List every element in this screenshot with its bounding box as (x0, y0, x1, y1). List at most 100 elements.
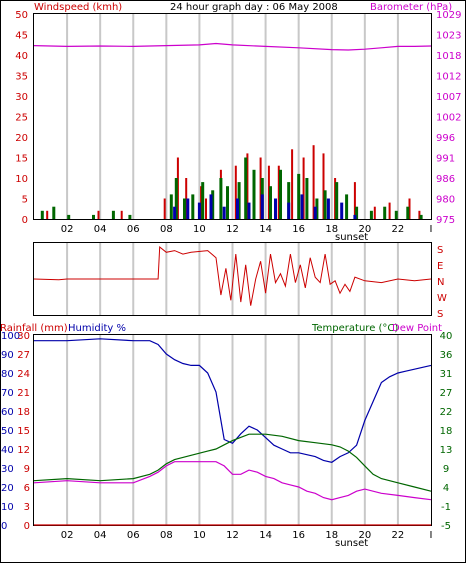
wind-bar-average (244, 157, 248, 219)
wind-bar-average (369, 210, 373, 219)
humidity-tick-label: 50 (1, 426, 14, 437)
windspeed-tick-label: 0 (22, 215, 28, 226)
x-tick-label: 12 (226, 530, 239, 541)
windspeed-tick-label: 35 (15, 72, 28, 83)
wind-bar-average (219, 178, 223, 219)
barometer-tick-label: 975 (436, 215, 455, 226)
wind-bar-wind (236, 198, 239, 219)
dew-point-line (33, 461, 432, 501)
windspeed-tick-label: 20 (15, 133, 28, 144)
humidity-tick-label: 40 (1, 445, 14, 456)
wind-bar-gust (200, 186, 203, 219)
x-tick-label: 10 (193, 224, 206, 235)
barometer-tick-label: 1029 (436, 10, 461, 21)
wind-bar-average (40, 210, 44, 219)
wind-bar-average (191, 194, 195, 219)
sunset-label: sunset (335, 232, 368, 243)
temperature-tick-label: 4 (443, 483, 449, 494)
wind-bar-average (315, 198, 319, 219)
windspeed-tick-label: 40 (15, 51, 28, 62)
wind-bar-average (211, 190, 215, 219)
wind-bar-gust (185, 178, 188, 219)
wind-bar-gust (277, 165, 280, 219)
wind-bar-average (183, 198, 186, 219)
wind-bar-average (297, 173, 301, 219)
temperature-tick-label: -1 (441, 502, 451, 513)
direction-tick-label: W (437, 293, 447, 304)
wind-bar-average (406, 206, 410, 219)
barometer-tick-label: 980 (436, 195, 455, 206)
wind-bar-wind (186, 198, 190, 219)
wind-bar-average (323, 190, 327, 219)
wind-bar-gust (373, 206, 376, 219)
direction-tick-label: E (437, 261, 443, 272)
wind-bar-wind (209, 194, 213, 219)
humidity-tick-label: 60 (1, 407, 14, 418)
rainfall-tick-label: 15 (17, 426, 30, 437)
wind-bar-wind (274, 198, 277, 219)
wind-bar-gust (246, 153, 249, 219)
barometer-tick-label: 1018 (436, 51, 461, 62)
wind-bar-average (52, 206, 56, 219)
x-tick-label: 08 (160, 530, 173, 541)
wind-bar-wind (353, 214, 357, 219)
windspeed-axis-title: Windspeed (kmh) (34, 2, 122, 13)
wind-bar-average (237, 182, 241, 219)
wind-bar-average (201, 182, 205, 219)
temperature-tick-label: 36 (440, 350, 453, 361)
wind-bar-wind (313, 206, 317, 219)
barometer-tick-label: 1023 (436, 31, 461, 42)
windspeed-tick-label: 15 (15, 154, 28, 165)
direction-line (33, 245, 432, 306)
direction-tick-label: N (437, 277, 444, 288)
wind-bar-wind (300, 194, 304, 219)
barometer-tick-label: 986 (436, 174, 455, 185)
wind-bar-average (287, 182, 291, 219)
sunset-label: sunset (335, 538, 368, 549)
barometer-tick-label: 1002 (436, 113, 461, 124)
wind-bar-gust (408, 198, 411, 219)
wind-bar-wind (222, 206, 226, 219)
wind-bar-average (419, 214, 423, 219)
wind-bar-average (269, 186, 272, 219)
temperature-tick-label: 22 (440, 407, 453, 418)
temperature-tick-label: 31 (440, 369, 453, 380)
rainfall-tick-label: 24 (17, 369, 30, 380)
wind-bar-average (252, 169, 256, 219)
wind-bar-gust (97, 210, 100, 219)
wind-bar-average (279, 169, 282, 219)
rainfall-tick-label: 18 (17, 407, 30, 418)
rainfall-tick-label: 0 (24, 521, 30, 532)
humidity-tick-label: 10 (1, 502, 14, 513)
humidity-line (34, 338, 432, 463)
mark-layer (33, 42, 432, 526)
temperature-axis-title: Temperature (°C) (311, 323, 398, 334)
temperature-tick-label: -5 (441, 521, 451, 532)
windspeed-tick-label: 30 (15, 92, 28, 103)
rainfall-tick-label: 27 (17, 350, 30, 361)
wind-bar-gust (259, 157, 262, 219)
direction-tick-label: S (437, 245, 443, 256)
x-tick-label: 18 (325, 224, 338, 235)
wind-bar-wind (197, 202, 201, 219)
wind-bar-gust (322, 153, 325, 219)
x-tick-label: 08 (160, 224, 173, 235)
wind-bar-gust (418, 210, 421, 219)
wind-bar-wind (287, 202, 291, 219)
windspeed-tick-label: 50 (15, 10, 28, 21)
wind-bar-gust (234, 165, 237, 219)
wind-bar-gust (46, 210, 49, 219)
wind-bar-average (92, 214, 95, 219)
wind-bar-gust (120, 210, 123, 219)
humidity-tick-label: 100 (1, 331, 20, 342)
wind-bar-average (169, 194, 173, 219)
direction-plot-frame (33, 242, 432, 316)
x-tick-label: 02 (61, 530, 74, 541)
barometer-axis-title: Barometer (hPa) (370, 2, 452, 13)
wind-bar-gust (291, 149, 294, 219)
x-tick-label: 06 (127, 530, 140, 541)
wind-bar-gust (176, 157, 179, 219)
humidity-tick-label: 70 (1, 388, 14, 399)
barometer-tick-label: 1007 (436, 92, 461, 103)
